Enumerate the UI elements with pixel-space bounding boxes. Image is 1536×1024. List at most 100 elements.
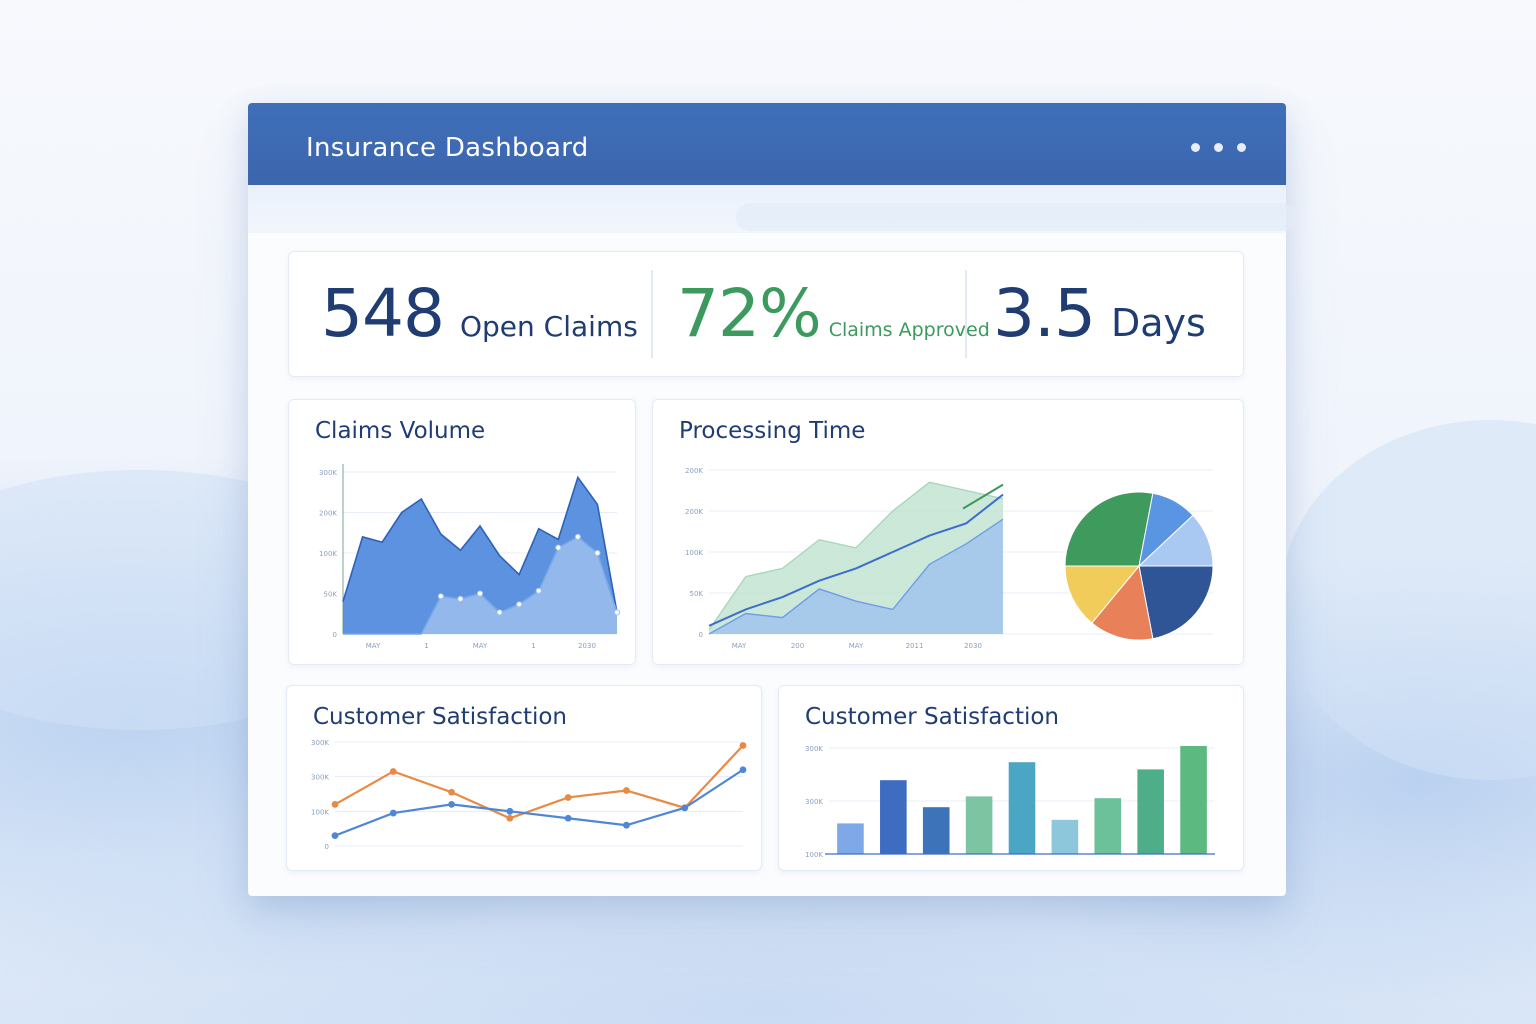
more-dots-icon[interactable] [1191,143,1246,152]
x-tick-label: 2030 [578,642,596,650]
series-line [708,518,1004,635]
kpi-value: 72% [677,275,822,352]
series-line [342,475,618,613]
title-bar: Insurance Dashboard [248,103,1286,185]
y-tick-label: 0 [699,631,703,639]
bar [880,780,907,854]
pie-slice [1091,564,1154,641]
kpi-value: 548 [321,275,445,352]
series-line [334,768,744,837]
data-point [623,787,630,794]
bar [1180,746,1207,854]
data-point [389,768,397,775]
x-tick-label: MAY [366,642,381,650]
data-point [594,549,601,557]
y-tick-label: 300K [311,774,329,782]
kpi-processing-days: 3.5 Days [993,252,1206,376]
y-tick-label: 100K [319,550,337,558]
pie-slice [1138,565,1214,640]
y-tick-label: 100K [311,808,329,816]
processing-time-chart: 200K 200K 100K 50K 0 MAY 200 MAY 2011 2030 [685,467,1214,650]
y-tick-label: 300K [805,745,823,753]
data-point [496,609,503,616]
bar [1051,819,1079,854]
data-point [331,801,339,808]
series-line [334,744,744,820]
y-tick-label: 200K [319,510,337,518]
card-title: Customer Satisfaction [313,704,568,730]
data-point [437,593,444,600]
divider [651,270,653,358]
dot [1214,143,1223,152]
x-tick-label: 2030 [964,642,982,650]
bar [965,796,993,854]
data-point [681,804,689,812]
data-point [574,533,581,540]
dot [1191,143,1200,152]
x-tick-label: 2011 [906,642,924,650]
bar [837,823,864,854]
kpi-strip: 548 Open Claims 72% Claims Approved 3.5 … [288,251,1244,377]
y-tick-label: 0 [325,843,329,851]
data-point [535,587,542,594]
x-tick-label: MAY [849,642,864,650]
y-tick-label: 200K [685,467,703,475]
data-point [506,814,514,822]
series-line [708,481,1004,631]
trend-line [962,483,1004,510]
x-tick-label: 1 [424,642,428,650]
claims-volume-chart: 300K 200K 100K 50K 0 MAY 1 MAY 1 2030 [319,464,621,650]
satisfaction-bar-chart: 300K 300K 100K [805,745,1215,859]
kpi-claims-approved: 72% Claims Approved [677,252,990,376]
claims-volume-card: Claims Volume 300K 200K 100K 50K 0 MAY 1 MAY 1 20… [288,399,636,665]
satisfaction-line-card: Customer Satisfaction 300K 300K 100K 0 [286,685,762,871]
data-point [448,788,455,796]
card-title: Customer Satisfaction [805,704,1060,730]
kpi-label: Open Claims [459,310,638,343]
x-tick-label: 200 [791,642,804,650]
y-tick-label: 300K [319,469,337,477]
processing-time-card: Processing Time 200K 200K 100K 50K 0 MAY 200 MA… [652,399,1244,665]
y-tick-label: 100K [805,851,823,859]
data-point [457,595,464,602]
pie-slice [1064,491,1154,567]
divider [965,270,967,358]
dot [1237,143,1246,152]
kpi-open-claims: 548 Open Claims [321,252,638,376]
area-series [709,519,1003,634]
kpi-label: Days [1110,301,1206,345]
x-tick-label: 1 [531,642,535,650]
bar [1137,769,1164,854]
data-point [613,609,621,616]
card-title: Processing Time [679,418,866,444]
bar [1094,798,1122,854]
x-tick-label: MAY [732,642,747,650]
kpi-value: 3.5 [993,275,1096,352]
data-point [506,807,514,815]
data-point [739,766,747,774]
data-point [623,821,630,829]
data-point [564,794,572,801]
y-tick-label: 300K [311,739,329,747]
y-tick-label: 100K [685,549,703,557]
pie-slice [1064,565,1141,624]
card-title: Claims Volume [315,418,486,444]
y-tick-label: 0 [333,631,337,639]
bar [922,807,950,854]
data-point [739,742,747,749]
data-point [516,601,523,608]
y-tick-label: 50K [690,590,704,598]
data-point [564,814,572,822]
kpi-label: Claims Approved [828,319,990,341]
y-tick-label: 300K [805,798,823,806]
dashboard-window: Insurance Dashboard 548 Open Claims 72% … [248,103,1296,896]
data-point [448,801,455,808]
series-line [708,493,1004,627]
y-tick-label: 200K [685,508,703,516]
tab-placeholder [736,203,1296,231]
area-series [343,536,617,634]
data-point [389,809,397,817]
data-point [555,544,562,551]
x-tick-label: MAY [473,642,488,650]
satisfaction-bar-card: Customer Satisfaction 300K 300K 100K [778,685,1244,871]
